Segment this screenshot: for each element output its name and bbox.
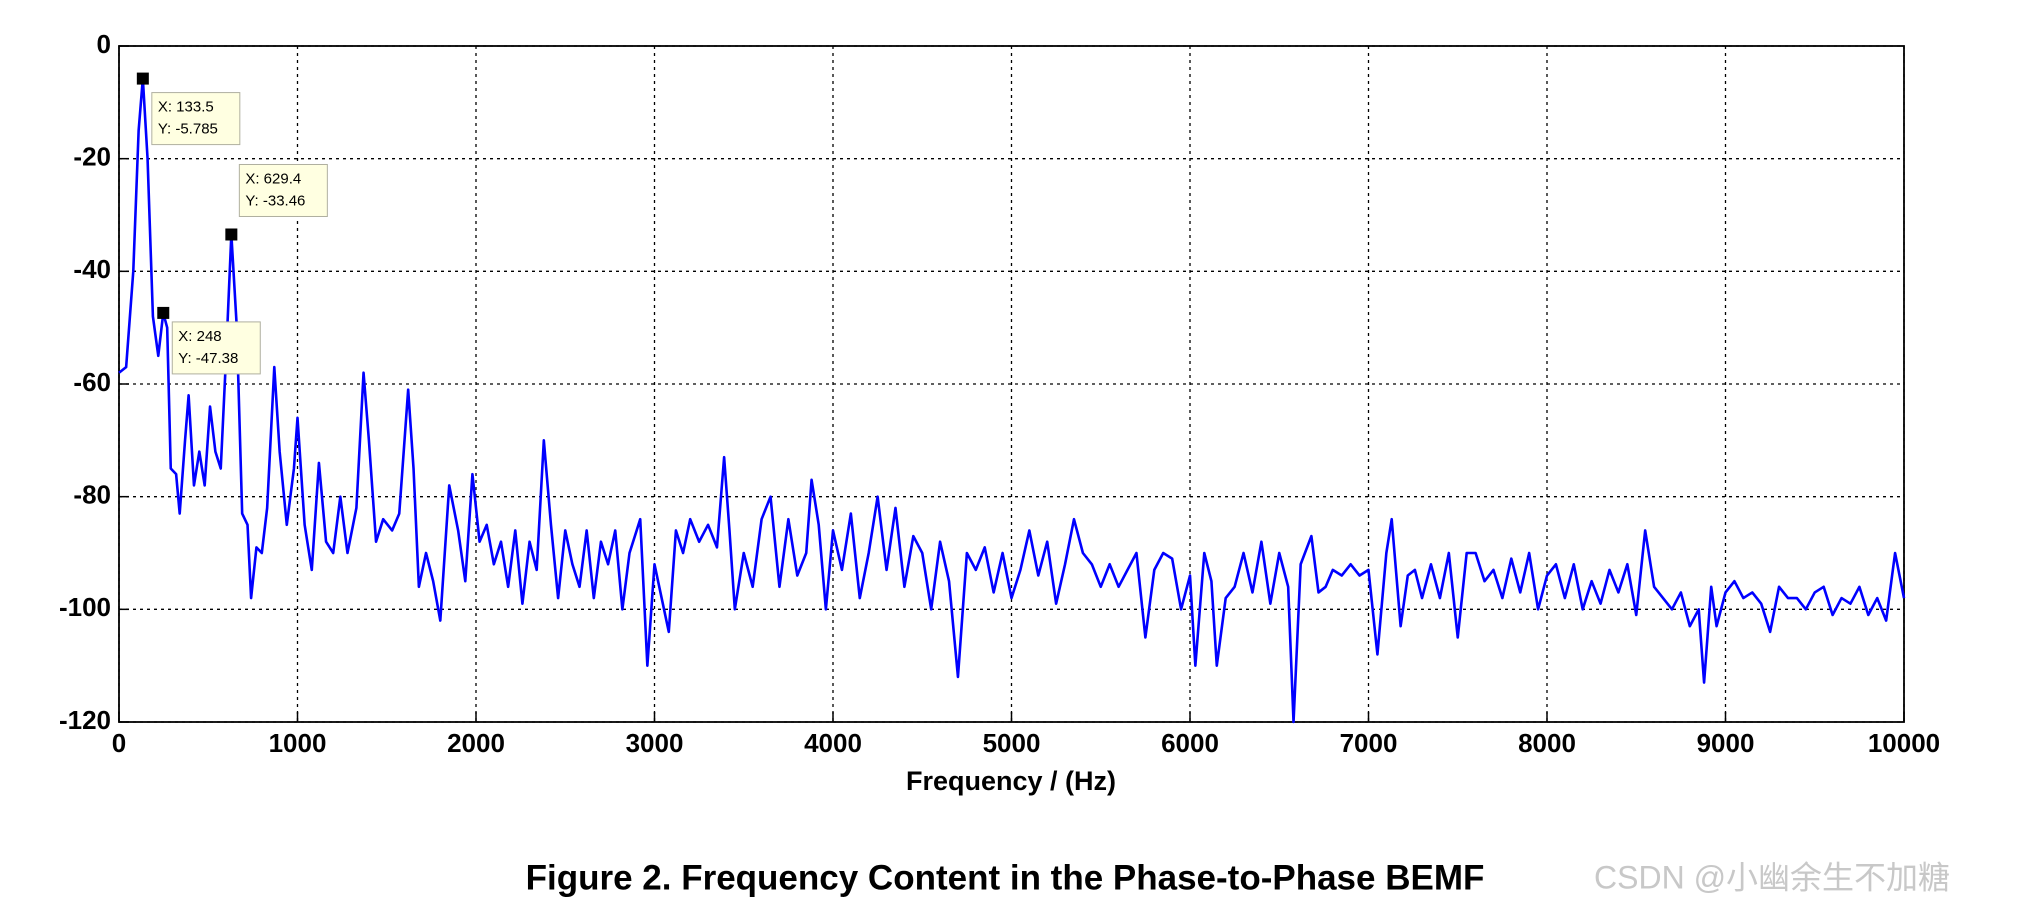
watermark: CSDN @小幽余生不加糖 <box>1594 859 1950 895</box>
datatip: X: 133.5 Y: -5.785 <box>136 72 241 146</box>
x-tick-label: 9000 <box>1697 728 1755 758</box>
y-tick-label: -60 <box>73 367 111 397</box>
datatip-y: Y: -33.46 <box>245 192 305 209</box>
x-tick-label: 7000 <box>1340 728 1398 758</box>
x-tick-label: 3000 <box>626 728 684 758</box>
x-tick-label: 5000 <box>983 728 1041 758</box>
x-axis-label: Frequency / (Hz) <box>906 766 1116 796</box>
plot-frame <box>118 45 1905 723</box>
datatip: X: 248 Y: -47.38 <box>157 306 261 375</box>
datatip-box <box>238 163 328 217</box>
y-tick-label: -100 <box>59 592 111 622</box>
y-tick-label: -80 <box>73 480 111 510</box>
x-tick-label: 2000 <box>447 728 505 758</box>
datatip-marker <box>157 306 170 319</box>
datatip-x: X: 133.5 <box>158 99 214 116</box>
datatip-y: Y: -47.38 <box>178 350 238 367</box>
data-line <box>118 77 1906 724</box>
y-tick-label: -120 <box>59 705 111 735</box>
datatip-box <box>151 92 241 146</box>
datatip: X: 629.4 Y: -33.46 <box>225 163 328 241</box>
figure-caption: Figure 2. Frequency Content in the Phase… <box>526 858 1485 897</box>
datatip-marker <box>225 228 238 241</box>
datatip-box <box>171 321 261 375</box>
y-tick-label: -20 <box>73 142 111 172</box>
x-tick-label: 6000 <box>1161 728 1219 758</box>
y-tick-label: -40 <box>73 254 111 284</box>
datatip-y: Y: -5.785 <box>158 121 218 138</box>
x-tick-label: 10000 <box>1868 728 1940 758</box>
x-tick-label: 0 <box>112 728 126 758</box>
x-tick-label: 4000 <box>804 728 862 758</box>
x-tick-label: 8000 <box>1518 728 1576 758</box>
y-tick-label: 0 <box>97 29 111 59</box>
x-tick-label: 1000 <box>269 728 327 758</box>
datatip-marker <box>136 72 149 85</box>
datatip-x: X: 629.4 <box>245 170 301 187</box>
datatip-x: X: 248 <box>178 328 221 345</box>
